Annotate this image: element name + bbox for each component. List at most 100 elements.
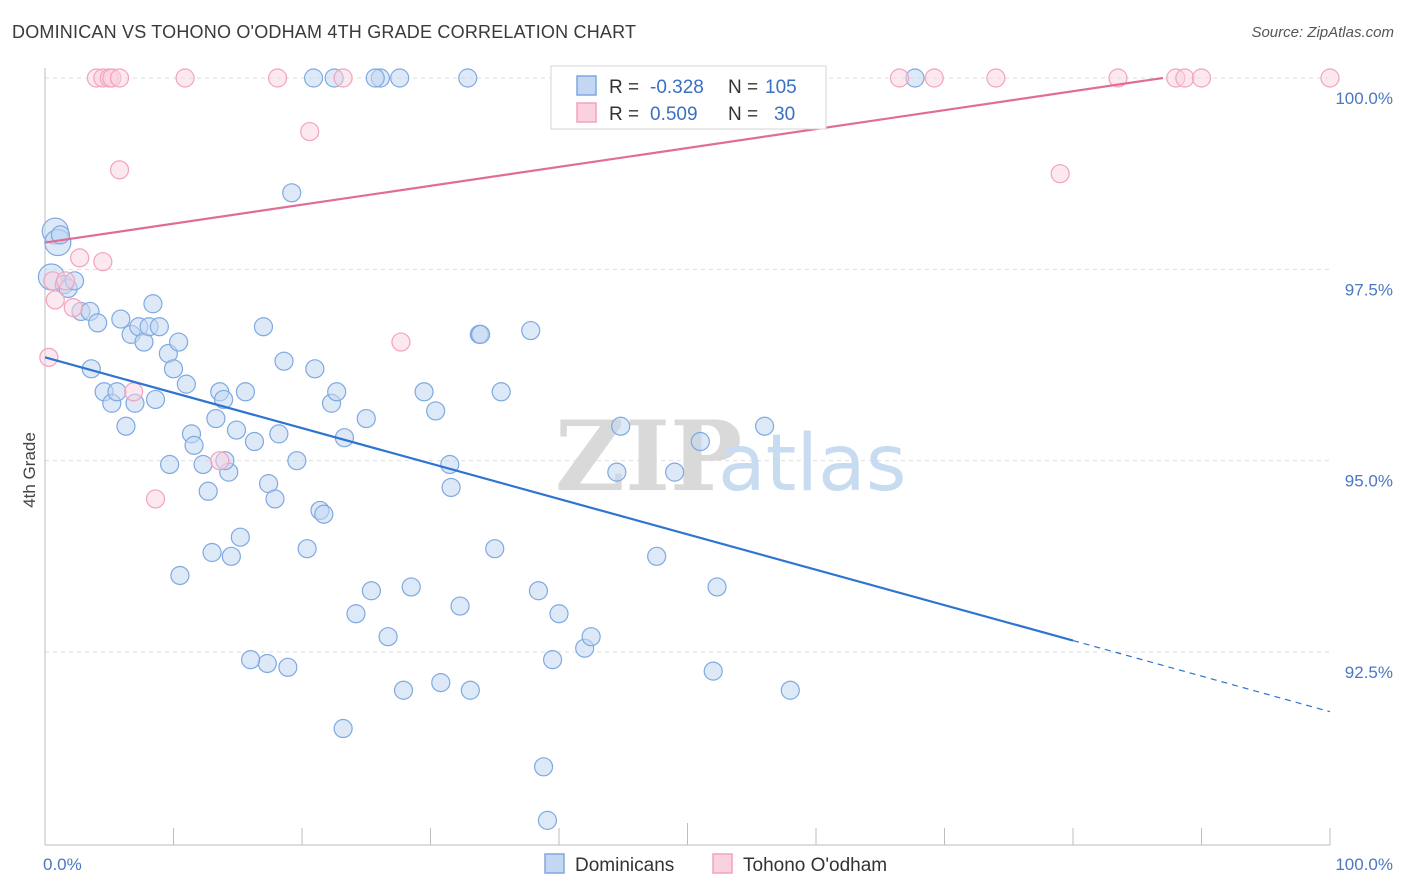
tohono-point-14 xyxy=(145,489,166,509)
dominicans-point-32 xyxy=(198,481,218,501)
dominicans-point-49 xyxy=(287,451,307,471)
dominicans-point-33 xyxy=(202,542,222,563)
dominicans-point-45 xyxy=(265,489,285,509)
dominicans-point-48 xyxy=(282,183,302,203)
dominicans-point-65 xyxy=(426,401,446,421)
dominicans-point-14 xyxy=(116,416,136,436)
bottom-swatch-dominicans xyxy=(544,853,565,874)
dominicans-point-53 xyxy=(314,504,334,524)
tohono-point-28 xyxy=(1191,68,1212,88)
legend-swatch-dominicans xyxy=(576,75,597,96)
legend-swatch-tohono xyxy=(576,102,597,123)
tohono-point-4 xyxy=(63,298,83,318)
axes xyxy=(44,68,1331,846)
dominicans-point-91 xyxy=(754,416,775,436)
bottom-label-tohono: Tohono O'odham xyxy=(743,855,887,876)
tohono-point-12 xyxy=(109,160,130,180)
dominicans-point-31 xyxy=(193,454,213,475)
dominicans-trend-line xyxy=(44,356,1074,642)
dominicans-point-15 xyxy=(111,309,131,329)
legend-r-value-1: -0.328 xyxy=(650,77,704,98)
chart-title: DOMINICAN VS TOHONO O'ODHAM 4TH GRADE CO… xyxy=(12,22,637,42)
series-legend: Dominicans Tohono O'odham xyxy=(544,853,887,876)
tohono-point-27 xyxy=(1175,68,1195,88)
dominicans-point-103 xyxy=(170,565,190,586)
legend-r-label-2: R = xyxy=(609,104,639,125)
dominicans-point-38 xyxy=(221,546,241,566)
dominicans-point-43 xyxy=(253,317,274,337)
dominicans-point-21 xyxy=(145,389,166,410)
dominicans-point-100 xyxy=(257,653,277,674)
dominicans-point-95 xyxy=(303,68,324,88)
tohono-point-11 xyxy=(109,68,130,88)
dominicans-point-36 xyxy=(214,389,234,410)
tohono-point-6 xyxy=(93,252,113,272)
gridlines xyxy=(45,77,1330,653)
dominicans-point-89 xyxy=(703,661,723,681)
dominicans-point-9 xyxy=(88,313,108,333)
dominicans-point-74 xyxy=(485,539,505,559)
y-tick-label-1: 97.5% xyxy=(1345,280,1393,299)
series-tohono xyxy=(39,68,1340,509)
dominicans-point-62 xyxy=(393,680,414,700)
dominicans-point-63 xyxy=(401,577,421,597)
dominicans-point-51 xyxy=(305,359,325,379)
dominicans-point-22 xyxy=(149,317,169,337)
dominicans-point-79 xyxy=(533,757,554,777)
watermark-atlas: atlas xyxy=(718,419,907,509)
legend-n-value-2: 30 xyxy=(774,104,795,125)
dominicans-point-81 xyxy=(549,604,569,624)
legend-r-value-2: 0.509 xyxy=(650,104,698,125)
dominicans-point-57 xyxy=(346,604,366,624)
dominicans-point-40 xyxy=(230,527,250,547)
dominicans-point-10 xyxy=(81,359,101,379)
dominicans-point-80 xyxy=(542,650,563,670)
tohono-point-13 xyxy=(124,382,144,402)
bottom-swatch-tohono xyxy=(712,853,733,874)
dominicans-point-99 xyxy=(333,718,353,739)
dominicans-point-50 xyxy=(297,539,317,559)
tohono-point-15 xyxy=(175,68,195,88)
legend-r-label-1: R = xyxy=(609,77,639,98)
dominicans-point-29 xyxy=(184,435,204,455)
tohono-point-22 xyxy=(889,68,910,88)
dominicans-point-77 xyxy=(528,581,549,601)
dominicans-point-61 xyxy=(378,627,398,647)
trend-lines xyxy=(44,76,1331,713)
tohono-point-29 xyxy=(1320,68,1340,88)
dominicans-point-59 xyxy=(361,581,381,601)
y-tick-label-0: 100.0% xyxy=(1335,89,1393,108)
dominicans-point-27 xyxy=(176,374,196,394)
stats-legend-box xyxy=(550,65,827,130)
dominicans-point-90 xyxy=(707,577,727,597)
dominicans-point-97 xyxy=(390,68,410,88)
dominicans-point-69 xyxy=(450,596,470,616)
dominicans-point-25 xyxy=(169,332,189,352)
dominicans-point-26 xyxy=(163,359,184,379)
watermark-zip: ZIP xyxy=(555,400,742,513)
tohono-point-18 xyxy=(300,121,320,142)
dominicans-point-85 xyxy=(611,416,631,436)
chart-source: Source: ZipAtlas.com xyxy=(1251,24,1394,41)
dominicans-point-47 xyxy=(274,351,294,371)
watermark: ZIP atlas xyxy=(555,400,907,513)
dominicans-point-13 xyxy=(107,382,127,402)
dominicans-point-84 xyxy=(607,462,627,482)
dominicans-point-75 xyxy=(491,382,511,402)
tick-labels: 100.0% 97.5% 95.0% 92.5% 0.0% 100.0% xyxy=(43,89,1393,874)
dominicans-point-64 xyxy=(414,382,434,402)
series-dominicans xyxy=(37,68,925,830)
dominicans-point-66 xyxy=(431,673,451,693)
dominicans-point-98 xyxy=(780,680,800,700)
tohono-point-25 xyxy=(1108,68,1128,88)
dominicans-point-101 xyxy=(278,657,298,677)
dominicans-point-55 xyxy=(327,382,347,402)
dominicans-point-42 xyxy=(244,431,265,452)
x-tick-label-left: 0.0% xyxy=(43,855,82,874)
dominicans-point-102 xyxy=(241,650,261,670)
y-axis-title: 4th Grade xyxy=(20,432,39,508)
dominicans-point-78 xyxy=(537,810,558,830)
dominicans-point-73 xyxy=(471,324,491,344)
tohono-point-5 xyxy=(70,248,90,268)
